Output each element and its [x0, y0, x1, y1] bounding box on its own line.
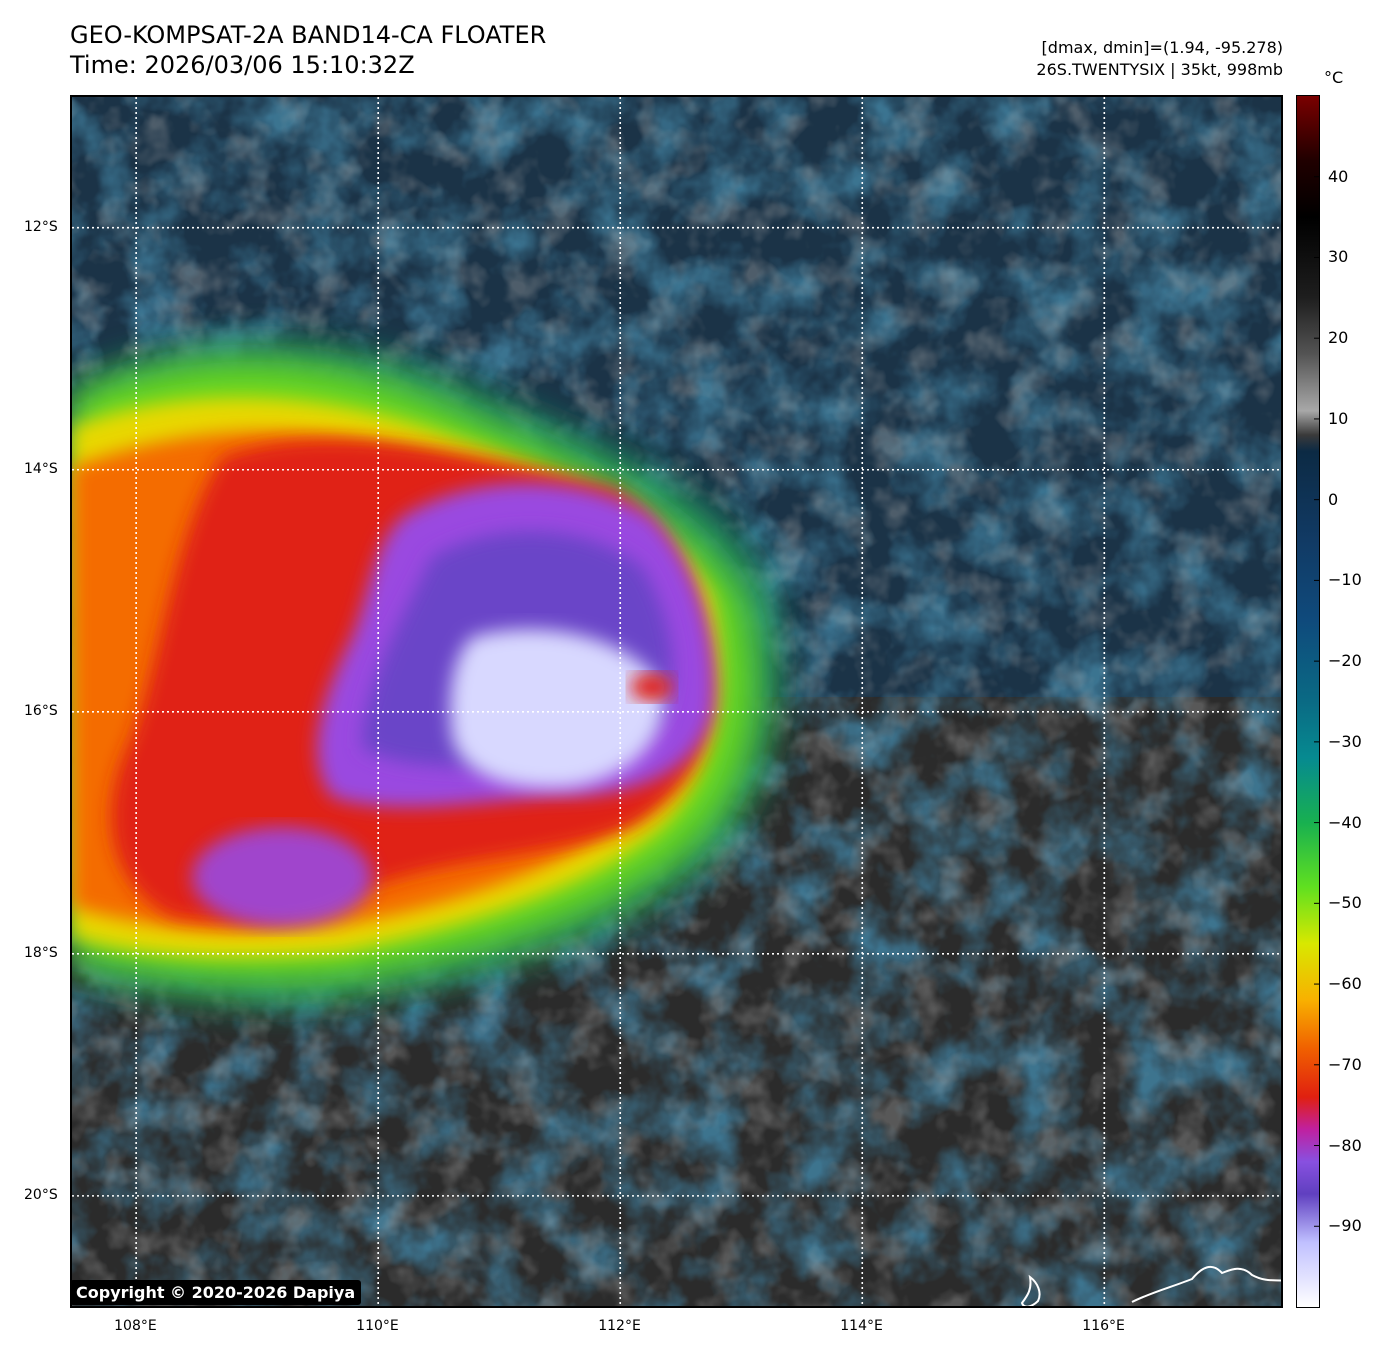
lat-tick-label: 12°S	[24, 218, 58, 235]
lon-tick-label: 110°E	[356, 1318, 399, 1334]
background-sea	[72, 97, 1281, 1306]
colorbar-tick-label: −10	[1328, 570, 1362, 590]
colorbar-tick-label: 0	[1328, 489, 1339, 509]
colorbar-tick-label: 10	[1328, 408, 1349, 428]
lat-tick-label: 14°S	[24, 460, 58, 477]
plot-title: GEO-KOMPSAT-2A BAND14-CA FLOATER Time: 2…	[70, 20, 546, 80]
lat-tick-label: 20°S	[24, 1186, 58, 1203]
title-line-satellite: GEO-KOMPSAT-2A BAND14-CA FLOATER	[70, 21, 547, 49]
colorbar-tick-label: −60	[1328, 974, 1362, 994]
colorbar-tick-label: 30	[1328, 247, 1349, 267]
lon-tick-label: 112°E	[598, 1318, 641, 1334]
coastline	[1020, 1265, 1281, 1306]
lat-tick-label: 16°S	[24, 702, 58, 719]
copyright-label: Copyright © 2020-2026 Dapiya	[70, 1280, 362, 1305]
colorbar-tick-label: 20	[1328, 328, 1349, 348]
info-storm-id: 26S.TWENTYSIX | 35kt, 998mb	[1036, 60, 1283, 79]
lon-tick-label: 108°E	[114, 1318, 157, 1334]
colorbar-tick-label: −40	[1328, 812, 1362, 832]
graticule	[72, 97, 1281, 1306]
colorbar-tick-label: −70	[1328, 1054, 1362, 1074]
title-line-time: Time: 2026/03/06 15:10:32Z	[70, 51, 415, 79]
lat-tick-label: 18°S	[24, 944, 58, 961]
colorbar-tick-label: 40	[1328, 166, 1349, 186]
colorbar-tick-label: −30	[1328, 731, 1362, 751]
cloud-cold-tops	[72, 343, 780, 1006]
colorbar-unit: °C	[1324, 68, 1344, 87]
satellite-map[interactable]	[70, 95, 1283, 1308]
lon-tick-label: 116°E	[1082, 1318, 1125, 1334]
colorbar-tick-label: −20	[1328, 651, 1362, 671]
colorbar-tick-label: −50	[1328, 893, 1362, 913]
info-dmax-dmin: [dmax, dmin]=(1.94, -95.278)	[1041, 38, 1283, 57]
storm-info: [dmax, dmin]=(1.94, -95.278) 26S.TWENTYS…	[1036, 37, 1283, 81]
colorbar	[1296, 95, 1320, 1308]
colorbar-tick-label: −90	[1328, 1216, 1362, 1236]
lon-tick-label: 114°E	[840, 1318, 883, 1334]
colorbar-tick-label: −80	[1328, 1135, 1362, 1155]
